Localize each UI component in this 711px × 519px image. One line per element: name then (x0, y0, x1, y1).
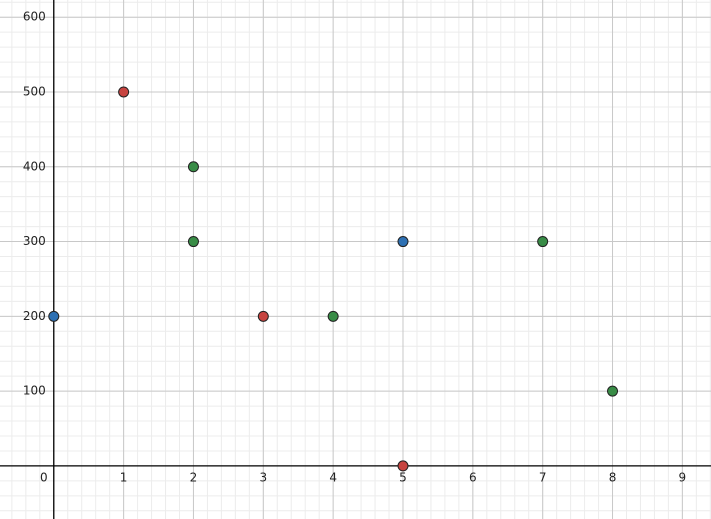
point (397, 460, 409, 472)
x-tick-label: 0 (40, 470, 48, 484)
x-tick-label: 7 (539, 470, 547, 484)
y-tick-label: 200 (23, 309, 46, 323)
x-tick-label: 5 (399, 470, 407, 484)
x-tick-label: 6 (469, 470, 477, 484)
point (187, 236, 199, 248)
point (118, 86, 130, 98)
point (607, 385, 619, 397)
point (48, 310, 60, 322)
y-tick-label: 600 (23, 10, 46, 24)
y-tick-label: 300 (23, 234, 46, 248)
y-tick-label: 400 (23, 159, 46, 173)
point (537, 236, 549, 248)
x-tick-label: 4 (329, 470, 337, 484)
point (397, 236, 409, 248)
x-tick-label: 3 (259, 470, 267, 484)
point (257, 310, 269, 322)
y-tick-label: 500 (23, 84, 46, 98)
x-tick-label: 8 (609, 470, 617, 484)
point (187, 161, 199, 173)
x-tick-label: 2 (190, 470, 198, 484)
point (327, 310, 339, 322)
x-tick-label: 1 (120, 470, 128, 484)
x-tick-label: 9 (679, 470, 687, 484)
y-tick-label: 100 (23, 384, 46, 398)
